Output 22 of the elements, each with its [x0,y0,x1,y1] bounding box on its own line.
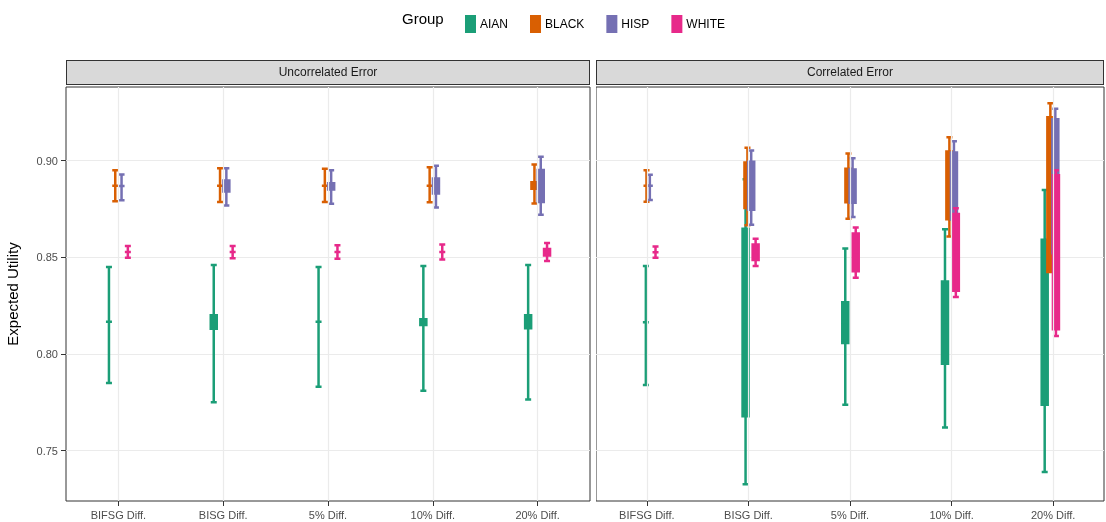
x-tick-label: BISG Diff. [724,508,773,521]
y-tick-label: 0.85 [36,251,58,264]
x-tick-label: 5% Diff. [308,508,348,521]
legend-label: BLACK [545,17,585,31]
y-axis-title: Expected Utility [4,241,21,346]
chart-title: Uncorrelated Error [66,60,590,85]
x-tick-label: BIFSG Diff. [619,508,675,521]
x-tick-label: 5% Diff. [830,508,870,521]
legend-title: Group [402,10,444,27]
y-tick-label: 0.80 [36,347,58,360]
x-tick-label: 20% Diff. [515,508,560,521]
legend-label: HISP [621,17,650,31]
chart-title: Correlated Error [596,60,1104,85]
x-tick-label: 20% Diff. [1030,508,1076,521]
legend-label: WHITE [686,17,726,31]
x-tick-label: 10% Diff. [929,508,974,521]
y-tick-label: 0.90 [36,154,58,167]
y-tick-label: 0.75 [36,444,58,457]
x-tick-label: 10% Diff. [410,508,456,521]
legend-label: AIAN [480,17,509,31]
x-tick-label: BISG Diff. [198,508,248,521]
x-tick-label: BIFSG Diff. [90,508,147,521]
